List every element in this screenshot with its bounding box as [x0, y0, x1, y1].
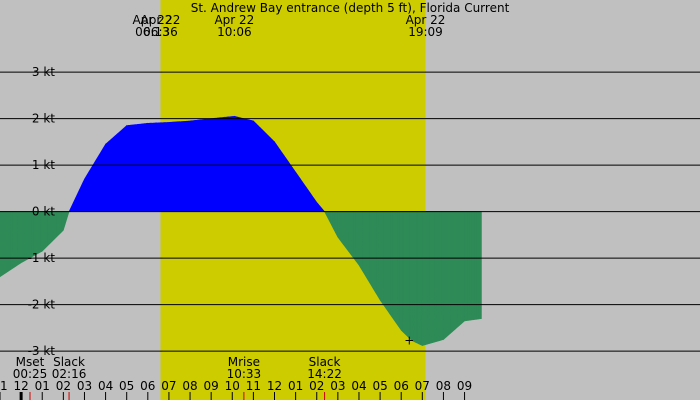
annotation-time: 06:36: [143, 25, 178, 39]
y-tick-label: 0 kt: [32, 205, 55, 219]
event-name: Slack: [309, 355, 341, 369]
x-tick-label: 02: [56, 379, 71, 393]
x-tick-label: 11: [246, 379, 261, 393]
x-axis-labels: 11 12 01 02 03 04 05 06 07 08 09 10 11 12 01 02 03 04 05 06…: [0, 379, 472, 400]
x-tick-label: 01: [35, 379, 50, 393]
event-name: Mset: [16, 355, 45, 369]
event-name: Mrise: [228, 355, 260, 369]
annotation-time: 10:06: [217, 25, 252, 39]
x-tick-label: 03: [77, 379, 92, 393]
event-time: 00:25: [13, 367, 48, 381]
y-tick-label: 1 kt: [32, 158, 55, 172]
x-tick-label: 02: [309, 379, 324, 393]
x-tick-label: 03: [330, 379, 345, 393]
x-tick-label: 05: [372, 379, 387, 393]
x-tick-label: 05: [119, 379, 134, 393]
gridlines: [0, 71, 700, 352]
y-tick-label: -1 kt: [28, 251, 56, 265]
y-tick-label: 3 kt: [32, 65, 55, 79]
x-tick-label: 01: [288, 379, 303, 393]
event-time: 14:22: [307, 367, 342, 381]
x-tick-label: 06: [394, 379, 409, 393]
chart-title: St. Andrew Bay entrance (depth 5 ft), Fl…: [191, 1, 510, 15]
x-tick-label: 07: [415, 379, 430, 393]
x-tick-label: 06: [140, 379, 155, 393]
x-tick-label: 09: [457, 379, 472, 393]
annotation-date: Apr 22: [141, 13, 181, 27]
y-tick-label: -2 kt: [28, 298, 56, 312]
annotation-date: Apr 22: [406, 13, 446, 27]
event-time: 10:33: [227, 367, 262, 381]
annotation-time: 06:13: [135, 25, 170, 39]
x-tick-label: 12: [13, 379, 28, 393]
event-name: Slack: [53, 355, 85, 369]
current-time-marker: +: [404, 333, 414, 347]
x-tick-label: 07: [161, 379, 176, 393]
x-tick-label: 08: [436, 379, 451, 393]
event-time: 02:16: [52, 367, 87, 381]
marker-symbol: +: [404, 333, 414, 347]
x-tick-label: 10: [225, 379, 240, 393]
x-tick-label: 04: [351, 379, 366, 393]
y-axis-labels: 3 kt 2 kt 1 kt 0 kt -1 kt -2 kt -3 kt: [28, 65, 56, 358]
x-tick-label: 09: [204, 379, 219, 393]
x-tick-label: 12: [267, 379, 282, 393]
annotation-date: Apr 22: [133, 13, 173, 27]
annotation-time: 19:09: [408, 25, 443, 39]
x-tick-label: 04: [98, 379, 113, 393]
y-tick-label: -3 kt: [28, 344, 56, 358]
y-tick-label: 2 kt: [32, 112, 55, 126]
x-tick-label: 08: [182, 379, 197, 393]
x-tick-label: 11: [0, 379, 8, 393]
annotation-date: Apr 22: [214, 13, 254, 27]
